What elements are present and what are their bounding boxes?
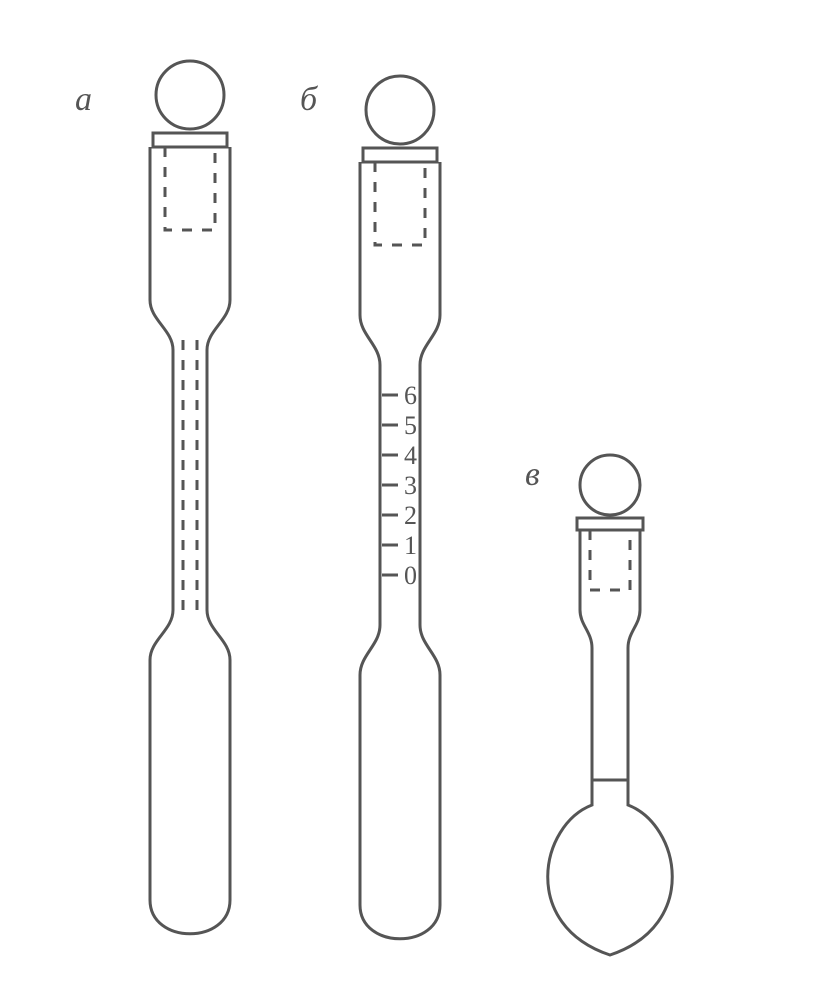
flask-c: в <box>525 455 672 955</box>
stopper-ball-a <box>156 61 224 129</box>
scale-b: 6543210 <box>382 381 417 590</box>
diagram-figure: а б 6543210 в <box>0 0 831 1003</box>
scale-number: 5 <box>404 411 417 440</box>
body-outline-a <box>150 147 230 934</box>
stopper-plug-b <box>375 162 425 245</box>
scale-number: 6 <box>404 381 417 410</box>
scale-number: 4 <box>404 441 417 470</box>
label-b: б <box>300 81 319 118</box>
stopper-collar-b <box>363 148 437 162</box>
vessel-b: б 6543210 <box>300 76 440 939</box>
stopper-plug-c <box>590 530 630 590</box>
vessel-a: а <box>75 61 230 934</box>
scale-number: 3 <box>404 471 417 500</box>
stopper-collar-c <box>577 518 643 530</box>
stopper-collar-a <box>153 133 227 147</box>
stopper-plug-a <box>165 147 215 230</box>
label-a: а <box>75 81 92 118</box>
scale-number: 2 <box>404 501 417 530</box>
body-outline-b <box>360 162 440 939</box>
stopper-ball-c <box>580 455 640 515</box>
flask-outline-c <box>548 530 673 955</box>
scale-number: 1 <box>404 531 417 560</box>
scale-number: 0 <box>404 561 417 590</box>
label-c: в <box>525 456 540 493</box>
stopper-ball-b <box>366 76 434 144</box>
